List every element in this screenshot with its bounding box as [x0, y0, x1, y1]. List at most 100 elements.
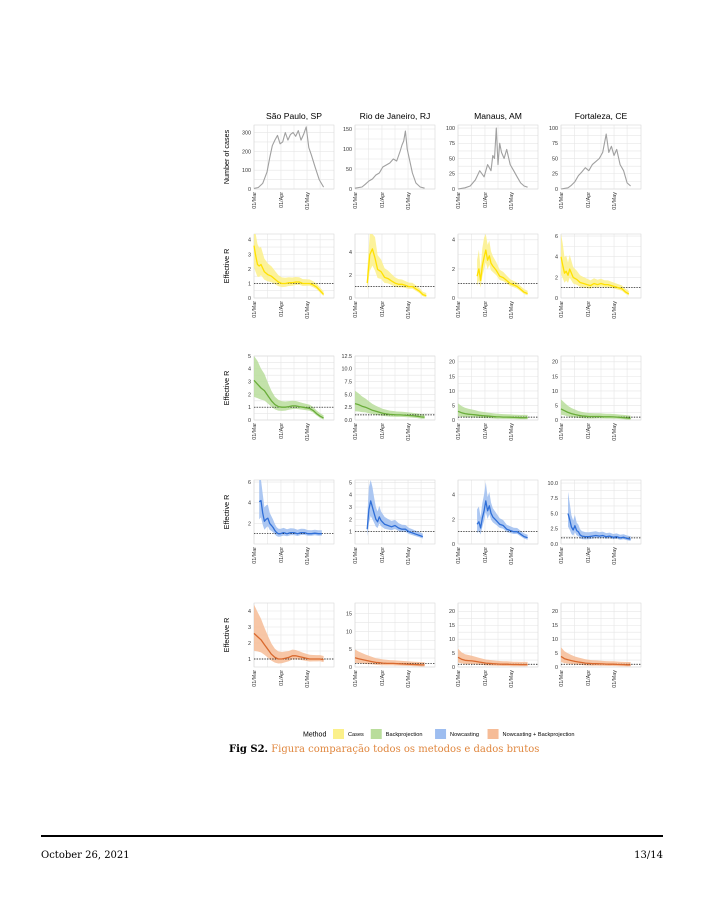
y-tick-label: 0	[349, 187, 352, 193]
legend-title: Method	[303, 732, 326, 739]
y-tick-label: 50	[552, 156, 558, 162]
x-tick-label: 01/Apr	[279, 301, 285, 317]
x-tick-label: 01/Apr	[483, 301, 489, 317]
y-tick-label: 15	[449, 374, 455, 380]
y-tick-label: 10	[449, 637, 455, 643]
y-tick-label: 15	[552, 374, 558, 380]
panel-border	[253, 124, 335, 190]
series-line	[253, 126, 325, 189]
x-tick-label: 01/Mar	[456, 423, 462, 440]
confidence-band	[254, 604, 324, 664]
chart-panel: 0.0 2.5 5.0 7.5 10.0 12.5 01/Mar 01/Apr 01/May	[342, 354, 436, 441]
y-tick-label: 0	[248, 296, 251, 302]
y-tick-label: 2	[349, 273, 352, 279]
y-tick-label: 4	[248, 238, 251, 244]
y-tick-label: 0	[452, 296, 455, 302]
legend-swatch	[333, 729, 344, 739]
panel-border	[457, 233, 539, 299]
confidence-band	[254, 234, 324, 297]
y-tick-label: 5	[349, 480, 352, 486]
y-tick-label: 3	[349, 505, 352, 511]
y-tick-label: 2	[248, 392, 251, 398]
x-tick-label: 01/Apr	[586, 670, 592, 686]
y-tick-label: 0	[452, 418, 455, 424]
y-tick-label: 6	[555, 234, 558, 240]
chart-panel: 0 50 100 150 01/Mar 01/Apr 01/May	[343, 124, 436, 210]
x-tick-label: 01/Mar	[456, 301, 462, 318]
legend-swatch	[435, 729, 447, 739]
panel-border	[457, 602, 539, 668]
chart-panel: 0 2 4 01/Mar 01/Apr 01/May	[452, 233, 539, 319]
caption-text: Figura comparação todos os metodos e dad…	[271, 744, 540, 755]
panel-border	[457, 124, 539, 190]
y-tick-label: 5	[555, 651, 558, 657]
y-tick-label: 5	[248, 354, 251, 360]
y-tick-label: 2	[452, 517, 455, 523]
x-tick-label: 01/May	[509, 301, 515, 319]
y-tick-label: 20	[552, 609, 558, 615]
column-title: São Paulo, SP	[266, 111, 322, 121]
y-tick-label: 3	[248, 380, 251, 386]
y-tick-label: 100	[446, 126, 455, 132]
y-tick-label: 25	[449, 172, 455, 178]
x-tick-label: 01/Mar	[456, 547, 462, 564]
y-tick-label: 4	[248, 501, 251, 507]
panel-border	[354, 602, 436, 668]
panel-border	[354, 124, 436, 190]
x-tick-label: 01/Apr	[586, 301, 592, 317]
x-tick-label: 01/Apr	[380, 547, 386, 563]
panel-border	[457, 479, 539, 545]
panel-border	[560, 602, 642, 668]
confidence-band	[477, 482, 528, 540]
x-tick-label: 01/May	[305, 670, 311, 688]
series-line	[354, 130, 425, 189]
panel-border	[560, 124, 642, 190]
y-tick-label: 200	[242, 149, 251, 155]
y-tick-label: 0	[452, 665, 455, 671]
chart-panel: 0 2 4 01/Mar 01/Apr 01/May	[452, 479, 539, 565]
y-tick-label: 100	[549, 126, 558, 132]
panel-border	[457, 355, 539, 421]
y-tick-label: 5	[452, 651, 455, 657]
x-tick-label: 01/Mar	[353, 301, 359, 318]
y-tick-label: 10	[346, 629, 352, 635]
y-tick-label: 0	[349, 296, 352, 302]
y-tick-label: 0	[248, 187, 251, 193]
x-tick-label: 01/Mar	[559, 301, 565, 318]
x-tick-label: 01/Apr	[483, 423, 489, 439]
x-tick-label: 01/May	[305, 192, 311, 210]
y-tick-label: 2	[248, 267, 251, 273]
y-tick-label: 2	[349, 517, 352, 523]
x-tick-label: 01/Apr	[279, 423, 285, 439]
x-tick-label: 01/May	[612, 547, 618, 565]
y-tick-label: 20	[449, 360, 455, 366]
row-y-axis-label: Effective R	[222, 371, 231, 406]
y-tick-label: 2.5	[345, 405, 353, 411]
x-tick-label: 01/Mar	[252, 547, 258, 564]
x-tick-label: 01/Apr	[483, 547, 489, 563]
row-y-axis-label: Effective R	[222, 495, 231, 530]
x-tick-label: 01/May	[406, 547, 412, 565]
y-tick-label: 1	[248, 405, 251, 411]
x-tick-label: 01/May	[509, 670, 515, 688]
x-tick-label: 01/May	[612, 670, 618, 688]
chart-panel: 0 25 50 75 100 01/Mar 01/Apr 01/May	[549, 124, 642, 210]
x-tick-label: 01/May	[406, 301, 412, 319]
x-tick-label: 01/Apr	[586, 423, 592, 439]
series-line	[253, 245, 325, 295]
y-tick-label: 20	[449, 609, 455, 615]
row-y-axis-label: Effective R	[222, 249, 231, 284]
x-tick-label: 01/May	[406, 670, 412, 688]
x-tick-label: 01/Mar	[353, 547, 359, 564]
x-tick-label: 01/May	[305, 547, 311, 565]
y-tick-label: 5	[452, 403, 455, 409]
y-tick-label: 75	[552, 141, 558, 147]
x-tick-label: 01/Mar	[559, 192, 565, 209]
y-tick-label: 25	[552, 172, 558, 178]
confidence-band	[259, 480, 322, 537]
legend-entry-label: Cases	[348, 732, 364, 738]
series-line	[253, 632, 324, 661]
x-tick-label: 01/Mar	[456, 192, 462, 209]
y-tick-label: 5.0	[551, 511, 559, 517]
confidence-band	[367, 480, 423, 539]
